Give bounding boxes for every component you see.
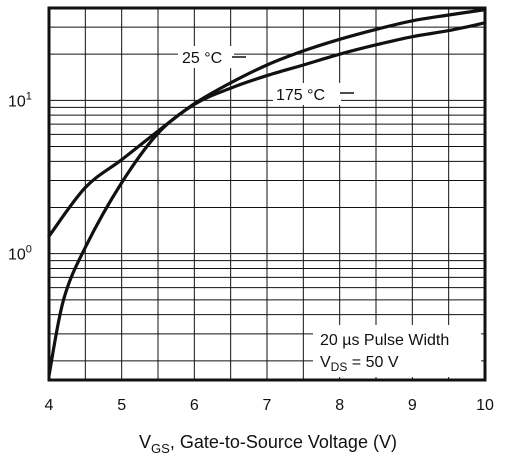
y-tick-base-0: 10 [8,247,26,264]
vds-symbol: V [320,354,331,371]
x-tick-label-8: 8 [335,397,344,414]
vds-annotation: VDS = 50 V [320,354,399,374]
y-tick-label-0: 100 [8,244,32,264]
x-axis-label: VGS, Gate-to-Source Voltage (V) [139,432,397,456]
series-line-1 [47,21,487,378]
series-lines [47,8,487,378]
x-axis-text: , Gate-to-Source Voltage (V) [170,432,397,452]
y-tick-label-1: 101 [8,90,32,110]
label-bg-175c [273,83,341,105]
x-tick-label-10: 10 [476,397,494,414]
series-label-175c: 175 °C [276,87,325,104]
series-line-0 [47,8,487,238]
x-axis-subscript: GS [151,441,170,456]
x-tick-label-5: 5 [117,397,126,414]
x-axis-symbol: V [139,432,151,452]
x-tick-labels: 4 5 6 7 8 9 10 [45,397,494,414]
x-tick-label-6: 6 [190,397,199,414]
vds-subscript: DS [331,360,348,374]
y-tick-base-1: 10 [8,93,26,110]
vds-value: = 50 V [347,354,398,371]
y-tick-exponent-0: 0 [26,244,32,256]
x-tick-label-7: 7 [263,397,272,414]
x-tick-label-9: 9 [408,397,417,414]
pulse-width-annotation: 20 µs Pulse Width [320,332,449,349]
annotation-bg [313,325,481,377]
label-bg-25c [178,46,234,68]
series-label-25c: 25 °C [182,50,222,67]
plot-frame [47,6,487,382]
y-tick-exponent-1: 1 [26,90,32,102]
grid-lines [49,8,485,380]
x-tick-label-4: 4 [45,397,54,414]
